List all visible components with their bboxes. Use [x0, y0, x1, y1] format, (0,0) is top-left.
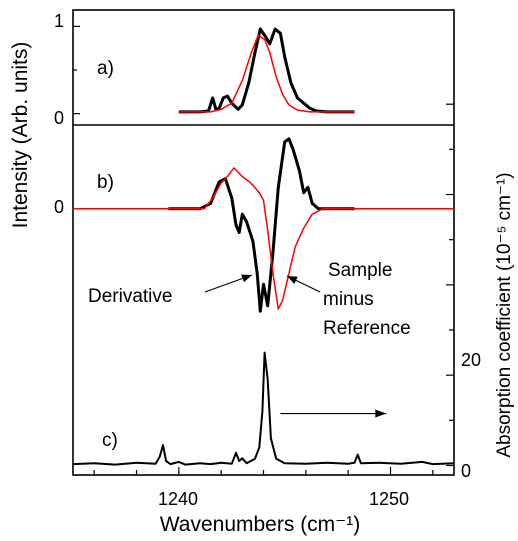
annotation-layer [204, 274, 387, 418]
x-tick-1250: 1250 [369, 489, 409, 509]
annotation-derivative: Derivative [88, 286, 172, 307]
series-a-red [178, 34, 355, 113]
panel-c-label: c) [102, 430, 118, 451]
y-tick-c-20: 20 [461, 350, 481, 370]
x-axis-label: Wavenumbers (cm⁻¹) [160, 513, 361, 536]
series-b-red [73, 167, 454, 310]
series-b-black [168, 137, 355, 313]
y-axis-label-right: Absorption coefficient (10⁻⁵ cm⁻¹) [494, 172, 515, 457]
derivative-arrowhead [241, 274, 252, 283]
annotation-reference: Reference [323, 318, 411, 339]
y-tick-a-0: 0 [54, 108, 64, 128]
annotation-sample: Sample [328, 260, 392, 281]
series-c-black [72, 351, 455, 466]
sample-arrowhead [287, 276, 298, 284]
panel-b-label: b) [97, 172, 114, 193]
annotation-minus: minus [323, 289, 374, 310]
series-layer [72, 27, 455, 466]
series-a-black [178, 27, 355, 114]
y-tick-a-1: 1 [54, 11, 64, 31]
y-tick-c-0: 0 [461, 461, 471, 481]
axis-ticks [73, 25, 454, 475]
x-tick-1240: 1240 [158, 489, 198, 509]
y-tick-b-0: 0 [54, 197, 64, 217]
panel-a-label: a) [97, 58, 114, 79]
right-axis-arrowhead [375, 409, 387, 418]
y-axis-label-left: Intensity (Arb. units) [9, 42, 32, 229]
